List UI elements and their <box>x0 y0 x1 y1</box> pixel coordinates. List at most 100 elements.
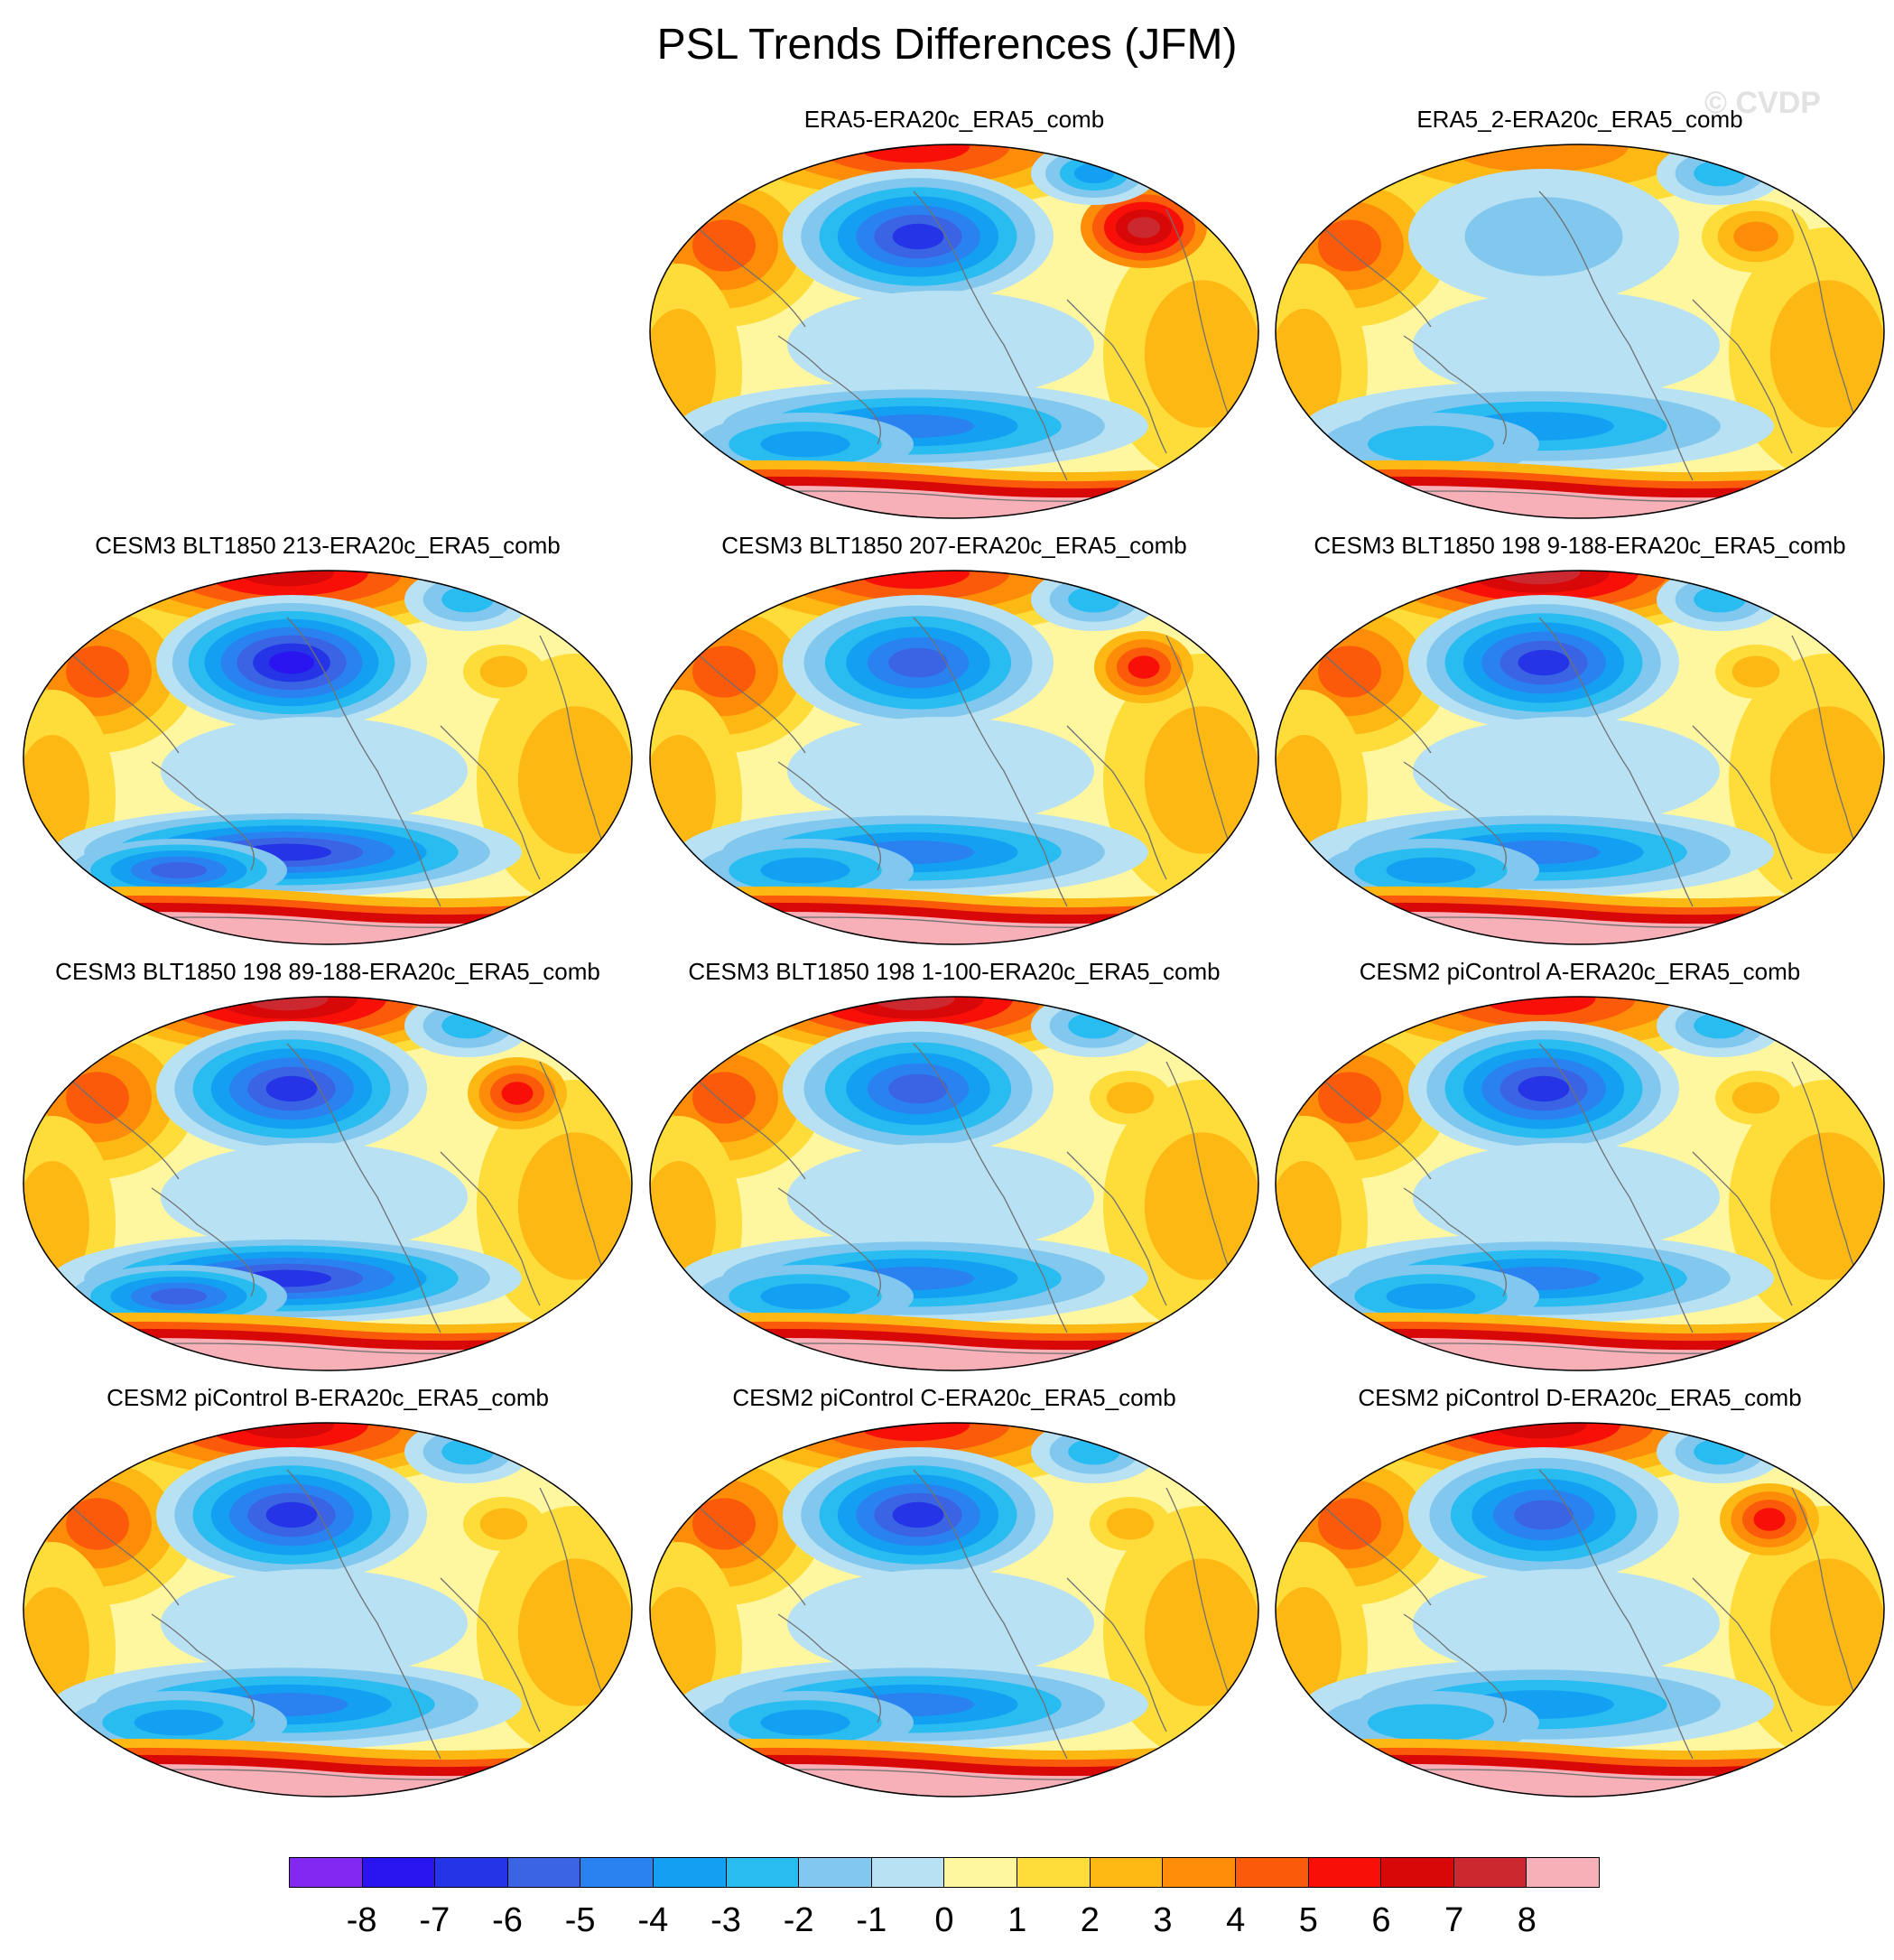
map-field <box>1276 571 1884 944</box>
map-outline <box>1275 1422 1885 1797</box>
map-panel: CESM3 BLT1850 213-ERA20c_ERA5_comb <box>16 531 639 955</box>
map-outline <box>23 570 633 945</box>
coastline-australia <box>777 1613 881 1723</box>
coastline-south-america <box>440 1151 541 1306</box>
map-field <box>650 144 1258 518</box>
north-atlantic-high-level-1 <box>1106 1082 1155 1114</box>
map-outline <box>23 996 633 1371</box>
map-outline <box>23 1422 633 1797</box>
colorbar-label: -4 <box>637 1901 669 1939</box>
panel-title: CESM2 piControl D-ERA20c_ERA5_comb <box>1358 1384 1802 1411</box>
colorbar-box <box>580 1858 655 1887</box>
colorbar-label: -2 <box>783 1901 814 1939</box>
africa-high-level-1 <box>1144 1558 1258 1706</box>
map-panel: CESM3 BLT1850 198 1-100-ERA20c_ERA5_comb <box>643 957 1266 1381</box>
greenland-low-level-2 <box>1068 1012 1120 1039</box>
coastline-australia <box>1403 335 1507 445</box>
north-atlantic-high-level-3 <box>1128 655 1160 679</box>
map-outline <box>649 996 1259 1371</box>
colorbar-label: -1 <box>856 1901 887 1939</box>
coastline-australia <box>1403 1613 1507 1723</box>
coastline-americas <box>1538 1469 1694 1760</box>
coastline-americas <box>913 1469 1068 1760</box>
panel-title: CESM2 piControl B-ERA20c_ERA5_comb <box>107 1384 549 1411</box>
asia-high-level-3 <box>1318 219 1381 272</box>
panel-title: CESM3 BLT1850 198 1-100-ERA20c_ERA5_comb <box>688 958 1221 985</box>
coastline-americas <box>1538 1043 1694 1333</box>
greenland-low-level-3 <box>1073 163 1115 184</box>
figure-title: PSL Trends Differences (JFM) <box>656 21 1238 69</box>
map <box>649 570 1259 945</box>
southern-ocean-low-west-level-2 <box>760 857 850 884</box>
colorbar-box <box>654 1858 727 1887</box>
coastline-americas <box>913 617 1068 907</box>
coastline-south-america <box>1692 725 1793 880</box>
coastline-south-america <box>1066 1151 1167 1306</box>
southern-ocean-low-west-level-1 <box>1368 425 1494 463</box>
colorbar-label: 0 <box>934 1901 954 1939</box>
southern-ocean-low-west-level-2 <box>760 431 850 458</box>
panel-title: CESM3 BLT1850 213-ERA20c_ERA5_comb <box>95 532 561 559</box>
asia-high-level-3 <box>1318 646 1381 698</box>
map <box>1275 996 1885 1371</box>
map-panel: CESM2 piControl C-ERA20c_ERA5_comb <box>643 1383 1266 1807</box>
north-pacific-low-level-6 <box>892 1501 944 1528</box>
north-atlantic-high-level-3 <box>501 1082 534 1105</box>
north-pacific-low-level-1 <box>1464 197 1623 276</box>
north-atlantic-high-level-2 <box>1733 221 1778 252</box>
colorbar-box <box>435 1858 508 1887</box>
greenland-low-level-2 <box>441 1012 494 1039</box>
north-pacific-low-level-6 <box>265 1501 318 1528</box>
map <box>649 1422 1259 1797</box>
greenland-low-level-2 <box>1694 1438 1746 1465</box>
colorbar-box <box>799 1858 872 1887</box>
colorbar-box <box>1381 1858 1454 1887</box>
asia-high-level-3 <box>66 646 129 698</box>
colorbar-label: 2 <box>1080 1901 1100 1939</box>
southern-ocean-low-west-level-2 <box>760 1709 850 1736</box>
colorbar-box <box>871 1858 945 1887</box>
coastline-south-america <box>1066 299 1167 454</box>
north-atlantic-high-level-1 <box>479 655 528 688</box>
colorbar-bar <box>289 1857 1600 1888</box>
asia-high-level-3 <box>692 646 756 698</box>
north-pacific-low-level-7 <box>269 651 314 674</box>
greenland-low-level-2 <box>1694 586 1746 613</box>
africa-high-level-1 <box>1769 1558 1884 1706</box>
map-outline <box>649 570 1259 945</box>
north-pacific-low-level-5 <box>888 647 948 678</box>
coastline-australia <box>777 761 881 871</box>
north-atlantic-high-level-1 <box>1732 655 1780 688</box>
colorbar-box <box>1308 1858 1382 1887</box>
map-outline <box>1275 570 1885 945</box>
asia-high-level-3 <box>66 1498 129 1550</box>
map-panel: ERA5-ERA20c_ERA5_comb <box>643 105 1266 529</box>
map-field <box>1276 144 1884 518</box>
map-outline <box>1275 144 1885 519</box>
map-panel: ERA5_2-ERA20c_ERA5_comb <box>1268 105 1891 529</box>
north-pacific-low-level-6 <box>1518 1075 1570 1102</box>
panel-title: CESM3 BLT1850 207-ERA20c_ERA5_comb <box>721 532 1187 559</box>
coastline-australia <box>777 1187 881 1297</box>
coastline-americas <box>286 1469 441 1760</box>
map-panel: CESM3 BLT1850 198 9-188-ERA20c_ERA5_comb <box>1268 531 1891 955</box>
panel-title: ERA5_2-ERA20c_ERA5_comb <box>1416 106 1743 133</box>
greenland-low-level-2 <box>1694 160 1746 187</box>
colorbar-box <box>726 1858 800 1887</box>
map <box>649 996 1259 1371</box>
panel-title: CESM2 piControl C-ERA20c_ERA5_comb <box>732 1384 1176 1411</box>
africa-high-level-1 <box>1144 1132 1258 1280</box>
map-panel: CESM2 piControl A-ERA20c_ERA5_comb <box>1268 957 1891 1381</box>
africa-high-level-1 <box>517 1558 632 1706</box>
colorbar-label: 7 <box>1444 1901 1464 1939</box>
africa-high-level-1 <box>1769 1132 1884 1280</box>
north-atlantic-high-level-4 <box>1127 217 1161 238</box>
map <box>1275 144 1885 519</box>
map-panel: CESM3 BLT1850 207-ERA20c_ERA5_comb <box>643 531 1266 955</box>
colorbar-box <box>1017 1858 1091 1887</box>
north-pacific-low-level-6 <box>265 1075 318 1102</box>
coastline-americas <box>286 617 441 907</box>
greenland-low-level-2 <box>441 1438 494 1465</box>
colorbar-label: 5 <box>1298 1901 1318 1939</box>
